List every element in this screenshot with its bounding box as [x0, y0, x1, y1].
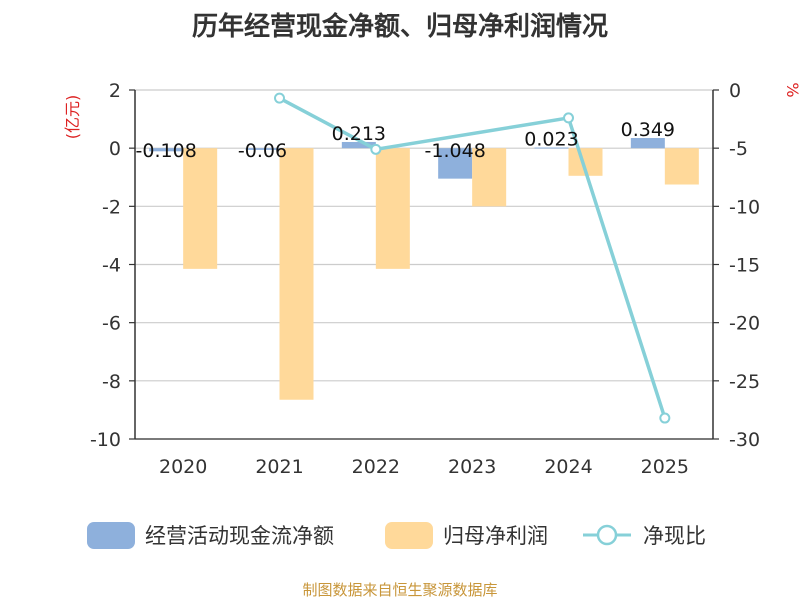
cash-flow-data-label: -1.048	[425, 140, 486, 162]
ratio-point	[370, 143, 382, 155]
bars	[149, 138, 699, 400]
cash-flow-bar	[341, 141, 376, 149]
left-tick-label: -10	[90, 429, 121, 451]
net-profit-bar	[279, 148, 314, 400]
data-labels: -0.108 -0.06 0.213 -1.048 0.023 0.349	[136, 119, 675, 162]
cash-flow-data-label: -0.06	[238, 140, 287, 162]
legend-swatch-ratio-marker	[596, 524, 618, 546]
legend: 经营活动现金流净额 归母净利润 净现比	[87, 522, 706, 549]
left-tick-label: 2	[109, 80, 121, 102]
net-profit-bar	[375, 148, 410, 269]
cash-flow-data-label: 0.023	[524, 128, 578, 150]
cash-flow-bar	[438, 148, 473, 179]
right-tick-label: 0	[729, 80, 741, 102]
left-tick-label: -8	[102, 371, 121, 393]
left-tick-label: -6	[102, 313, 121, 335]
cash-flow-bar	[245, 148, 280, 150]
left-tick-label: -4	[102, 255, 121, 277]
legend-label-net-profit: 归母净利润	[443, 524, 548, 548]
x-tick-label: 2021	[255, 456, 303, 478]
x-tick-label: 2024	[544, 456, 592, 478]
x-tick-label: 2025	[641, 456, 689, 478]
left-axis-unit: (亿元)	[63, 95, 82, 140]
legend-label-ratio: 净现比	[643, 524, 706, 548]
right-tick-label: -20	[729, 313, 760, 335]
ratio-polyline	[278, 96, 667, 419]
x-tick-label: 2020	[159, 456, 207, 478]
right-tick-label: -30	[729, 429, 760, 451]
ratio-point	[274, 92, 285, 104]
cash-flow-bar	[149, 148, 184, 152]
cash-flow-data-label: 0.349	[621, 119, 675, 141]
net-profit-bar	[664, 148, 699, 185]
net-profit-bar	[183, 148, 218, 269]
cash-flow-bar	[534, 147, 569, 149]
axes: 2 0 -2 -4 -6 -8 -10 0 -5 -10 -15 -20 -25 -30 (亿元)% 2020…	[63, 80, 800, 478]
cash-flow-data-label: 0.213	[332, 123, 386, 145]
chart: 2 0 -2 -4 -6 -8 -10 0 -5 -10 -15 -20 -25 -30 (亿元)% 2020…	[63, 80, 800, 549]
ratio-line	[274, 92, 671, 424]
legend-swatch-net-profit	[385, 522, 433, 549]
right-tick-label: -5	[729, 138, 748, 160]
chart-title: 历年经营现金净额、归母净利润情况	[191, 12, 608, 42]
left-tick-label: -2	[102, 196, 121, 218]
footer-source: 制图数据来自恒生聚源数据库	[302, 581, 498, 599]
right-tick-label: -15	[729, 255, 760, 277]
ratio-point	[563, 112, 574, 124]
net-profit-bar	[472, 148, 507, 207]
ratio-point	[659, 412, 671, 424]
right-tick-label: -25	[729, 371, 760, 393]
cash-flow-bar	[630, 138, 665, 149]
right-axis-unit: %	[783, 82, 800, 97]
left-tick-label: 0	[109, 138, 121, 160]
x-tick-label: 2023	[448, 456, 496, 478]
legend-label-cash-flow: 经营活动现金流净额	[145, 524, 334, 548]
right-tick-label: -10	[729, 196, 760, 218]
legend-swatch-cash-flow	[87, 522, 135, 549]
x-tick-label: 2022	[352, 456, 400, 478]
cash-flow-data-label: -0.108	[136, 140, 197, 162]
